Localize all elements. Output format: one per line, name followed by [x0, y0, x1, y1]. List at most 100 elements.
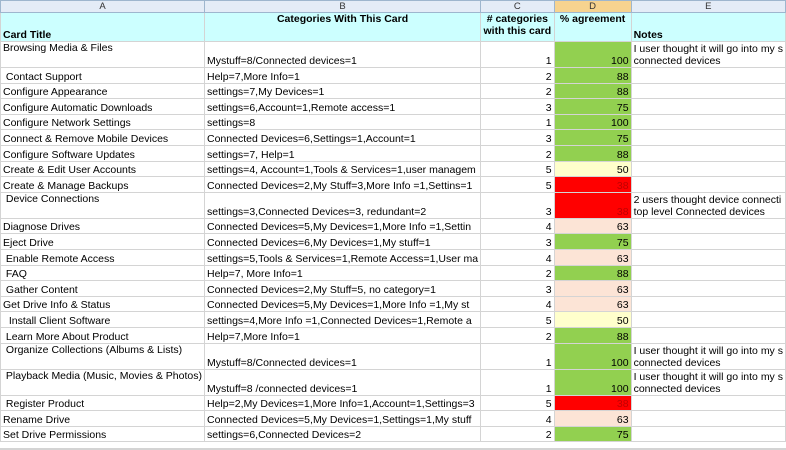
cell-notes[interactable] [630, 176, 786, 193]
cell-num-categories[interactable]: 1 [480, 41, 555, 68]
cell-agreement[interactable]: 88 [553, 82, 632, 100]
cell-notes[interactable] [630, 217, 786, 235]
cell-agreement[interactable]: 50 [553, 160, 632, 178]
cell-num-categories[interactable]: 3 [480, 98, 555, 115]
cell-notes[interactable] [630, 425, 786, 443]
cell-notes[interactable]: I user thought it will go into my s conne… [630, 342, 786, 370]
cell-agreement[interactable]: 63 [553, 295, 632, 313]
cell-agreement[interactable]: 75 [553, 233, 632, 250]
cell-agreement[interactable]: 38 [553, 176, 632, 193]
cell-categories[interactable]: settings=6,Connected Devices=2 [203, 425, 482, 443]
cell-card-title[interactable]: Configure Software Updates [0, 144, 205, 162]
cell-notes[interactable] [630, 410, 786, 427]
cell-agreement[interactable]: 75 [553, 425, 632, 443]
cell-num-categories[interactable]: 2 [480, 144, 555, 162]
cell-categories[interactable]: Connected Devices=2,My Stuff=3,More Info… [203, 176, 482, 193]
cell-categories[interactable]: Connected Devices=5,My Devices=1,More In… [203, 217, 482, 235]
cell-card-title[interactable]: Contact Support [0, 67, 205, 84]
cell-notes[interactable] [630, 264, 786, 282]
cell-notes[interactable]: I user thought it will go into my s conne… [630, 41, 786, 68]
cell-card-title[interactable]: Register Product [0, 394, 205, 412]
cell-notes[interactable] [630, 160, 786, 178]
cell-notes[interactable] [630, 326, 786, 344]
cell-num-categories[interactable]: 1 [480, 113, 555, 131]
cell-notes[interactable] [630, 394, 786, 412]
header-agreement[interactable]: % agreement [553, 12, 632, 42]
cell-categories[interactable]: settings=7,My Devices=1 [203, 82, 482, 100]
cell-categories[interactable]: settings=5,Tools & Services=1,Remote Acc… [203, 248, 482, 266]
header-num-categories[interactable]: # categories with this card [480, 12, 555, 42]
cell-agreement[interactable]: 50 [553, 311, 632, 328]
cell-agreement[interactable]: 88 [553, 67, 632, 84]
cell-num-categories[interactable]: 3 [480, 129, 555, 146]
cell-notes[interactable]: I user thought it will go into my s conne… [630, 368, 786, 396]
cell-notes[interactable] [630, 295, 786, 313]
cell-categories[interactable]: Connected Devices=5,My Devices=1,More In… [203, 295, 482, 313]
cell-notes[interactable] [630, 280, 786, 297]
column-header-e[interactable]: E [630, 0, 786, 13]
cell-categories[interactable]: Mystuff=8/Connected devices=1 [203, 41, 482, 68]
cell-notes[interactable] [630, 144, 786, 162]
cell-categories[interactable]: settings=3,Connected Devices=3, redundan… [203, 191, 482, 219]
cell-card-title[interactable]: Configure Network Settings [0, 113, 205, 131]
header-notes[interactable]: Notes [630, 12, 786, 42]
cell-categories[interactable]: settings=8 [203, 113, 482, 131]
cell-agreement[interactable]: 63 [553, 248, 632, 266]
cell-notes[interactable]: 2 users thought device connecti top level… [630, 191, 786, 219]
cell-categories[interactable]: Connected Devices=5,My Devices=1,Setting… [203, 410, 482, 427]
cell-notes[interactable] [630, 82, 786, 100]
cell-categories[interactable]: settings=7, Help=1 [203, 144, 482, 162]
cell-num-categories[interactable]: 2 [480, 67, 555, 84]
cell-agreement[interactable]: 63 [553, 217, 632, 235]
cell-card-title[interactable]: Device Connections [0, 191, 205, 219]
cell-card-title[interactable]: Configure Automatic Downloads [0, 98, 205, 115]
cell-categories[interactable]: Connected Devices=2,My Stuff=5, no categ… [203, 280, 482, 297]
cell-num-categories[interactable]: 3 [480, 191, 555, 219]
cell-card-title[interactable]: Playback Media (Music, Movies & Photos) [0, 368, 205, 396]
cell-agreement[interactable]: 75 [553, 98, 632, 115]
cell-agreement[interactable]: 100 [553, 113, 632, 131]
cell-categories[interactable]: settings=4, Account=1,Tools & Services=1… [203, 160, 482, 178]
cell-card-title[interactable]: FAQ [0, 264, 205, 282]
cell-card-title[interactable]: Create & Manage Backups [0, 176, 205, 193]
cell-agreement[interactable]: 88 [553, 264, 632, 282]
cell-num-categories[interactable]: 2 [480, 425, 555, 443]
cell-notes[interactable] [630, 233, 786, 250]
cell-categories[interactable]: Connected Devices=6,My Devices=1,My stuf… [203, 233, 482, 250]
cell-card-title[interactable]: Diagnose Drives [0, 217, 205, 235]
cell-agreement[interactable]: 100 [553, 41, 632, 68]
cell-num-categories[interactable]: 4 [480, 217, 555, 235]
cell-agreement[interactable]: 88 [553, 326, 632, 344]
cell-notes[interactable] [630, 311, 786, 328]
cell-card-title[interactable]: Browsing Media & Files [0, 41, 205, 68]
cell-card-title[interactable]: Connect & Remove Mobile Devices [0, 129, 205, 146]
cell-agreement[interactable]: 38 [553, 394, 632, 412]
cell-categories[interactable]: Connected Devices=6,Settings=1,Account=1 [203, 129, 482, 146]
cell-agreement[interactable]: 63 [553, 280, 632, 297]
cell-card-title[interactable]: Organize Collections (Albums & Lists) [0, 342, 205, 370]
cell-num-categories[interactable]: 3 [480, 233, 555, 250]
cell-num-categories[interactable]: 4 [480, 248, 555, 266]
cell-notes[interactable] [630, 129, 786, 146]
cell-num-categories[interactable]: 1 [480, 342, 555, 370]
cell-num-categories[interactable]: 2 [480, 82, 555, 100]
cell-categories[interactable]: settings=6,Account=1,Remote access=1 [203, 98, 482, 115]
cell-num-categories[interactable]: 5 [480, 160, 555, 178]
cell-card-title[interactable]: Create & Edit User Accounts [0, 160, 205, 178]
header-categories[interactable]: Categories With This Card [203, 12, 482, 42]
column-header-c[interactable]: C [480, 0, 555, 13]
header-card-title[interactable]: Card Title [0, 12, 205, 42]
cell-num-categories[interactable]: 4 [480, 410, 555, 427]
cell-card-title[interactable]: Learn More About Product [0, 326, 205, 344]
cell-card-title[interactable]: Get Drive Info & Status [0, 295, 205, 313]
cell-agreement[interactable]: 88 [553, 144, 632, 162]
cell-num-categories[interactable]: 2 [480, 326, 555, 344]
cell-card-title[interactable]: Configure Appearance [0, 82, 205, 100]
cell-card-title[interactable]: Set Drive Permissions [0, 425, 205, 443]
cell-num-categories[interactable]: 2 [480, 264, 555, 282]
cell-agreement[interactable]: 63 [553, 410, 632, 427]
cell-card-title[interactable]: Rename Drive [0, 410, 205, 427]
cell-categories[interactable]: Help=7, More Info=1 [203, 264, 482, 282]
column-header-a[interactable]: A [0, 0, 205, 13]
cell-agreement[interactable]: 38 [553, 191, 632, 219]
